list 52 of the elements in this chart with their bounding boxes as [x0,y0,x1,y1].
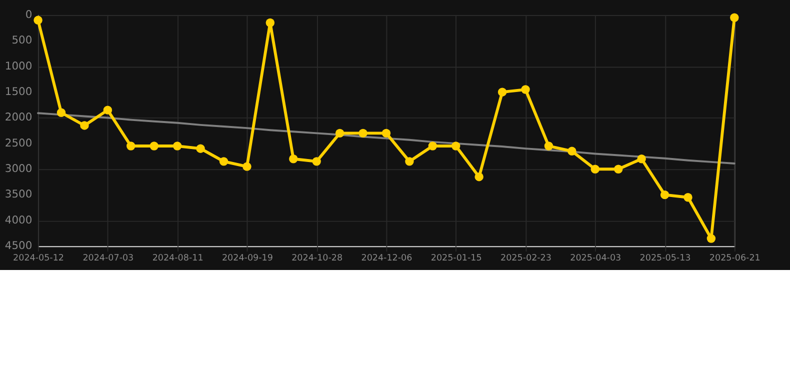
y-tick-label: 3000 [4,162,32,176]
point [637,154,646,164]
point [196,144,205,153]
point [56,108,66,117]
point [660,190,670,200]
y-tick-label: 2000 [4,110,32,124]
x-tick-label: 2024-10-28 [292,253,343,264]
point [521,85,530,94]
x-tick-label: 2025-02-23 [500,253,552,264]
point [289,154,298,164]
point [706,234,716,243]
point [266,18,275,28]
point [405,157,414,166]
point [103,106,112,114]
x-tick-label: 2024-07-03 [82,253,134,264]
point [242,162,252,171]
point [335,128,344,138]
point [428,142,438,150]
point [80,121,89,130]
y-tick-label: 3500 [4,188,32,201]
point [34,16,42,25]
x-tick-label: 2024-08-11 [152,253,204,264]
y-tick-label: 2500 [4,136,32,150]
y-tick-label: 0 [25,8,32,21]
point [126,142,136,150]
point [568,146,576,156]
y-tick-label: 1500 [4,85,32,98]
point [474,172,484,182]
point [150,142,158,150]
point [590,164,600,174]
point [219,157,228,166]
point [358,128,368,138]
y-tick-label: 4000 [4,213,32,226]
point [730,13,739,22]
y-tick-label: 1000 [4,59,32,72]
x-tick-label: 2025-01-15 [430,253,482,264]
point [452,142,460,150]
y-tick-label: 500 [12,34,32,47]
point [382,128,391,138]
x-tick-label: 2024-09-19 [222,253,273,264]
x-tick-label: 2024-12-06 [361,253,413,264]
x-tick-label: 2025-06-21 [709,253,760,264]
x-tick-label: 2024-05-12 [13,253,64,264]
y-tick-label: 4500 [4,239,32,252]
point [544,142,554,150]
point [684,193,692,202]
point [172,142,182,150]
point [614,164,623,174]
point [312,157,321,166]
x-tick-label: 2025-05-13 [640,253,691,264]
point [498,88,507,96]
x-tick-label: 2025-04-03 [570,253,622,264]
